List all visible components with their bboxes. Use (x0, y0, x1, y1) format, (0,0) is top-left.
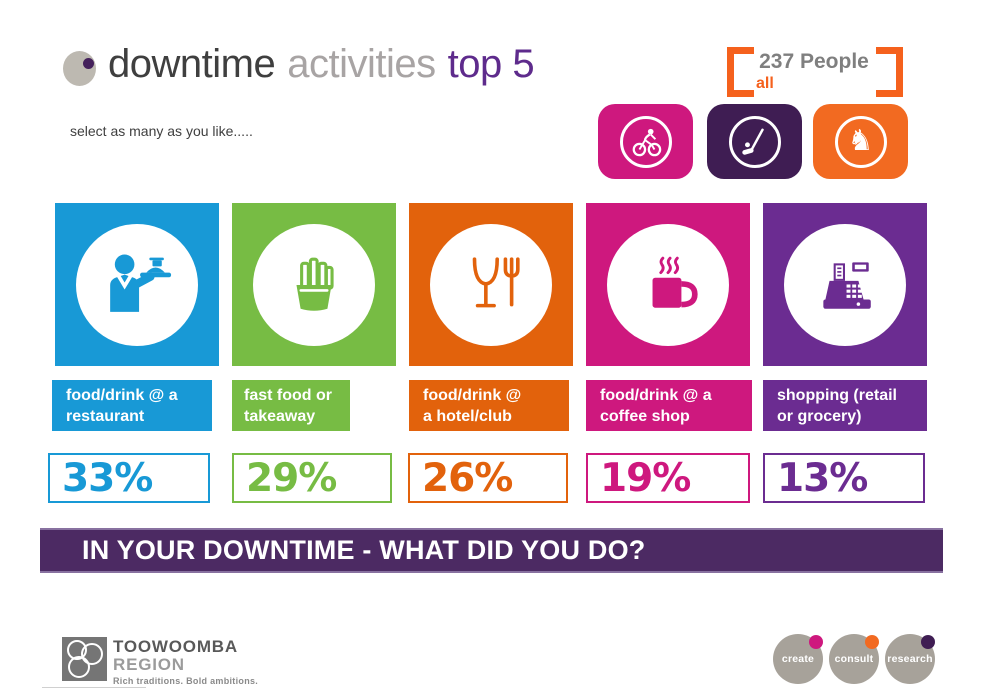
activity-tile-restaurant (55, 203, 219, 366)
percent-value: 26% (422, 455, 513, 501)
label-line: a hotel/club (423, 408, 512, 426)
mini-tile-horse-riding: ♞ (813, 104, 908, 179)
icon-ring (619, 115, 672, 168)
title-word-downtime: downtime (108, 42, 276, 86)
badge-label: create (781, 653, 815, 665)
horse-icon: ♞ (847, 123, 874, 157)
badge-create: create (773, 634, 823, 684)
activity-percent-restaurant: 33% (48, 453, 210, 503)
logo-text-region: REGION (113, 655, 185, 674)
question-banner: IN YOUR DOWNTIME - WHAT DID YOU DO? (40, 528, 943, 573)
activity-tile-coffee-shop (586, 203, 750, 366)
cyclist-icon (632, 128, 661, 156)
golf-icon (741, 128, 764, 155)
label-line: or grocery) (777, 408, 862, 426)
activity-percent-shopping: 13% (763, 453, 925, 503)
mini-tile-cycling (598, 104, 693, 179)
logo-tagline: Rich traditions. Bold ambitions. (113, 676, 259, 686)
glass-fork-icon (472, 256, 520, 307)
waiter-icon (110, 254, 172, 312)
percent-value: 13% (777, 455, 868, 501)
people-scope: all (756, 75, 774, 92)
people-count: 237 People (759, 50, 869, 73)
mini-tile-golf (707, 104, 802, 179)
percent-value: 19% (600, 455, 691, 501)
title-bullet-dot (83, 58, 94, 69)
activity-tile-hotel-club (409, 203, 573, 366)
consult-dot-icon (865, 635, 879, 649)
activity-tile-shopping (763, 203, 927, 366)
create-dot-icon (809, 635, 823, 649)
label-line: takeaway (244, 408, 316, 426)
coffee-cup-icon (652, 256, 698, 308)
badge-research: research (885, 634, 935, 684)
right-bracket-icon (876, 47, 903, 97)
activity-tile-fastfood (232, 203, 396, 366)
activity-icon-circle (430, 223, 552, 346)
icon-ring (728, 115, 781, 168)
cropped-artifact-line (42, 687, 146, 688)
label-line: restaurant (66, 408, 145, 426)
badge-label: research (887, 653, 933, 665)
subtitle: select as many as you like..... (70, 123, 253, 139)
activity-icon-circle (607, 223, 729, 346)
activity-label-fastfood: fast food or takeaway (232, 380, 350, 431)
label-line: fast food or (244, 387, 332, 404)
page-title: downtime activities top 5 (108, 42, 535, 87)
fries-icon (296, 257, 334, 311)
logo-text-toowoomba: TOOWOOMBA (113, 637, 238, 656)
activity-percent-fastfood: 29% (232, 453, 392, 503)
toowoomba-logo-icon (62, 637, 107, 681)
activity-percent-hotel-club: 26% (408, 453, 568, 503)
activity-label-hotel-club: food/drink @ a hotel/club (409, 380, 569, 431)
activity-icon-circle (784, 223, 906, 346)
label-line: food/drink @ (423, 387, 522, 404)
label-line: food/drink @ a (600, 387, 712, 404)
question-banner-text: IN YOUR DOWNTIME - WHAT DID YOU DO? (82, 535, 646, 565)
activity-icon-circle (76, 223, 198, 346)
badge-label: consult (834, 653, 874, 665)
cash-register-icon (823, 261, 871, 309)
badge-consult: consult (829, 634, 879, 684)
research-dot-icon (921, 635, 935, 649)
left-bracket-icon (727, 47, 754, 97)
percent-value: 29% (246, 455, 337, 501)
title-bullet-ellipse (63, 51, 96, 86)
title-word-activities: activities (287, 42, 436, 86)
label-line: coffee shop (600, 408, 690, 426)
title-word-top5: top 5 (447, 42, 535, 86)
activity-label-restaurant: food/drink @ a restaurant (52, 380, 212, 431)
icon-ring: ♞ (834, 115, 887, 168)
label-line: food/drink @ a (66, 387, 178, 404)
activity-label-shopping: shopping (retail or grocery) (763, 380, 927, 431)
activity-label-coffee-shop: food/drink @ a coffee shop (586, 380, 752, 431)
label-line: shopping (retail (777, 387, 897, 404)
activity-percent-coffee-shop: 19% (586, 453, 750, 503)
percent-value: 33% (62, 455, 153, 501)
activity-icon-circle (253, 223, 375, 346)
